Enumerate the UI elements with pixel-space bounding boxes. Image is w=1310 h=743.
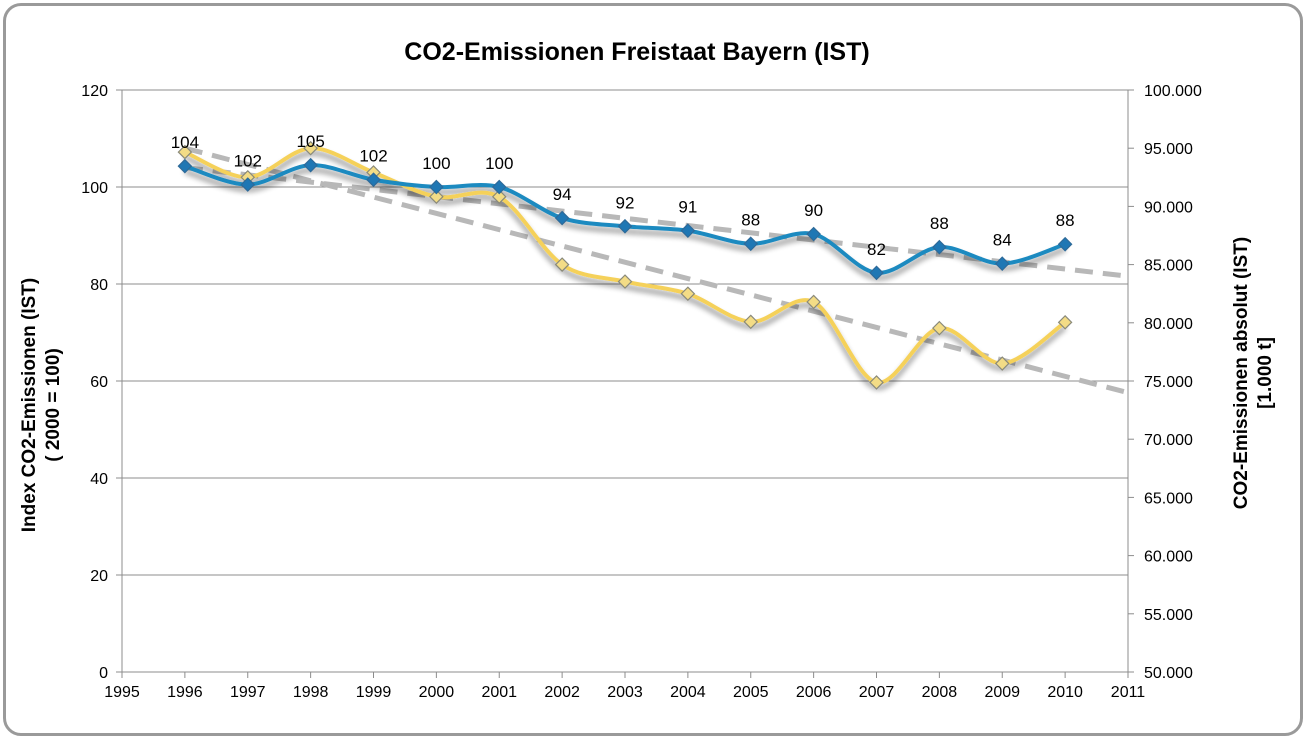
data-label: 104 — [171, 133, 199, 152]
y-axis-left-title-line: Index CO2-Emissionen (IST) — [19, 278, 40, 532]
chart-frame — [3, 3, 1303, 736]
data-label: 105 — [296, 132, 324, 151]
data-point-marker — [1057, 314, 1073, 330]
data-label: 102 — [234, 152, 262, 171]
x-tick-label: 1995 — [104, 684, 140, 701]
data-label: 102 — [359, 147, 387, 166]
y-right-tick-label: 80.000 — [1144, 316, 1193, 333]
data-point-marker — [617, 274, 633, 289]
y-right-tick-label: 100.000 — [1144, 83, 1202, 100]
data-point-marker — [429, 189, 444, 205]
y-left-tick-label: 80 — [90, 277, 108, 294]
data-point-marker — [869, 265, 884, 281]
data-label: 100 — [485, 154, 513, 173]
y-right-tick-label: 65.000 — [1144, 490, 1193, 507]
y-right-tick-label: 90.000 — [1144, 199, 1193, 216]
y-right-tick-label: 70.000 — [1144, 432, 1193, 449]
y-axis-left-title: Index CO2-Emissionen (IST)( 2000 = 100) — [19, 278, 64, 532]
trendline — [184, 145, 1129, 396]
y-axis-right-title-line: [1.000 t] — [1255, 337, 1276, 409]
x-tick-label: 2001 — [481, 684, 517, 701]
y-left-tick-label: 60 — [90, 374, 108, 391]
chart-title: CO2-Emissionen Freistaat Bayern (IST) — [404, 38, 869, 66]
y-left-tick-label: 100 — [81, 180, 108, 197]
data-point-marker — [429, 179, 444, 195]
data-point-marker — [994, 256, 1010, 271]
tick-labels: 1995 1996 1997 1998 1999 2000 2001 2002 2003 2004… — [81, 83, 1202, 701]
trendline — [184, 165, 1129, 279]
data-point-marker — [491, 189, 507, 205]
data-point-marker — [1057, 236, 1073, 252]
data-point-marker — [680, 286, 696, 302]
x-tick-label: 1999 — [356, 684, 392, 701]
axes — [116, 89, 1134, 678]
x-tick-label: 1997 — [230, 684, 266, 701]
y-right-tick-label: 60.000 — [1144, 549, 1193, 566]
y-right-tick-label: 85.000 — [1144, 258, 1193, 275]
y-right-tick-label: 75.000 — [1144, 374, 1193, 391]
data-point-marker — [743, 314, 759, 330]
data-point-marker — [491, 179, 507, 195]
data-point-marker — [554, 210, 570, 226]
data-label: 88 — [1056, 211, 1075, 230]
data-label: 100 — [422, 154, 450, 173]
y-left-tick-label: 0 — [99, 665, 108, 682]
x-tick-label: 2007 — [859, 684, 895, 701]
series-markers — [177, 140, 1073, 390]
x-tick-label: 2002 — [544, 684, 580, 701]
y-axis-right-title-line: CO2-Emissionen absolut (IST) — [1231, 237, 1252, 509]
data-point-marker — [932, 239, 947, 255]
x-tick-label: 2009 — [984, 684, 1020, 701]
data-label: 94 — [553, 185, 572, 204]
data-point-marker — [617, 218, 633, 234]
y-left-tick-label: 120 — [81, 83, 108, 100]
x-tick-label: 1996 — [167, 684, 203, 701]
data-point-marker — [177, 144, 193, 160]
data-point-marker — [680, 223, 696, 238]
x-tick-label: 2000 — [419, 684, 455, 701]
data-labels: 104 102 105 102 100 100 94 92 91 88 90 82 88 84 88 — [171, 132, 1075, 259]
series-lines — [184, 146, 1067, 385]
x-tick-label: 2003 — [607, 684, 643, 701]
data-label: 88 — [930, 214, 949, 233]
data-point-marker — [994, 356, 1010, 371]
data-point-marker — [366, 172, 381, 188]
data-label: 92 — [616, 193, 635, 212]
gridlines — [122, 89, 1128, 576]
y-left-tick-label: 20 — [90, 568, 108, 585]
data-point-marker — [743, 236, 759, 252]
data-label: 88 — [741, 211, 760, 230]
data-point-marker — [177, 158, 193, 174]
data-label: 90 — [804, 201, 823, 220]
data-point-marker — [806, 294, 821, 310]
data-label: 84 — [993, 231, 1012, 250]
x-tick-label: 2010 — [1047, 684, 1083, 701]
y-right-tick-label: 95.000 — [1144, 141, 1193, 158]
data-label: 82 — [867, 240, 886, 259]
data-point-marker — [303, 140, 318, 156]
axis-titles: Index CO2-Emissionen (IST)( 2000 = 100) C… — [19, 237, 1276, 532]
trendlines — [184, 145, 1129, 396]
y-axis-left-title-line: ( 2000 = 100) — [43, 348, 64, 462]
y-left-tick-label: 40 — [90, 471, 108, 488]
x-tick-label: 1998 — [293, 684, 329, 701]
x-tick-label: 2011 — [1111, 684, 1146, 701]
data-point-marker — [554, 257, 570, 272]
y-right-tick-label: 50.000 — [1144, 665, 1193, 682]
x-tick-label: 2006 — [796, 684, 832, 701]
x-tick-label: 2005 — [733, 684, 769, 701]
x-tick-label: 2008 — [922, 684, 958, 701]
data-point-marker — [932, 320, 947, 336]
data-label: 91 — [678, 198, 697, 217]
data-point-marker — [869, 375, 884, 390]
y-right-tick-label: 55.000 — [1144, 607, 1193, 624]
data-point-marker — [303, 157, 318, 173]
x-tick-label: 2004 — [670, 684, 706, 701]
y-axis-right-title: CO2-Emissionen absolut (IST) [1.000 t] — [1231, 237, 1276, 509]
data-point-marker — [806, 226, 821, 242]
series-line-1 — [184, 146, 1067, 385]
data-point-marker — [240, 177, 256, 192]
